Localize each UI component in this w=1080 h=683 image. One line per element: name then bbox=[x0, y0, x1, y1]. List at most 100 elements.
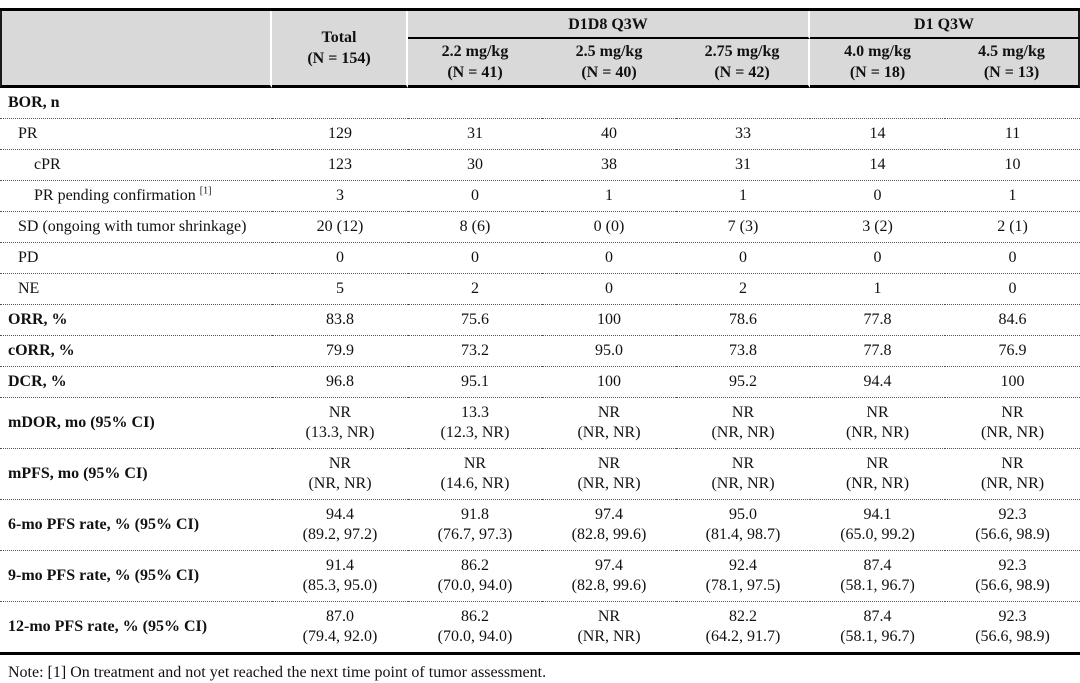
data-cell: NR (13.3, NR) bbox=[272, 398, 408, 449]
data-cell: NR (NR, NR) bbox=[542, 398, 676, 449]
data-cell: 77.8 bbox=[810, 305, 946, 336]
data-cell: 1 bbox=[945, 181, 1080, 212]
data-cell: 94.4 (89.2, 97.2) bbox=[272, 500, 408, 551]
data-cell bbox=[945, 88, 1080, 119]
data-cell: 94.1 (65.0, 99.2) bbox=[810, 500, 946, 551]
row-label: DCR, % bbox=[0, 367, 272, 398]
data-cell: 91.4 (85.3, 95.0) bbox=[272, 551, 408, 602]
data-cell: NR (NR, NR) bbox=[577, 608, 641, 645]
data-cell: 92.3 (56.6, 98.9) bbox=[945, 551, 1080, 602]
data-cell: 0 bbox=[408, 243, 542, 274]
data-cell: NR (NR, NR) bbox=[810, 449, 946, 500]
data-cell: 0 bbox=[945, 243, 1080, 274]
table-header: Total (N = 154) D1D8 Q3W D1 Q3W 2.2 mg/k… bbox=[0, 11, 1080, 88]
col-group-d1-q3w: D1 Q3W bbox=[810, 11, 1080, 39]
data-cell: 97.4 (82.8, 99.6) bbox=[542, 551, 676, 602]
table-row: ORR, % 83.8 75.6 100 78.6 77.8 84.6 bbox=[0, 305, 1080, 336]
col-group-d1d8-q3w: D1D8 Q3W bbox=[408, 11, 811, 39]
data-cell: 97.4 (82.8, 99.6) bbox=[542, 500, 676, 551]
data-cell: 95.1 bbox=[408, 367, 542, 398]
data-cell: 33 bbox=[676, 119, 811, 150]
data-cell: 123 bbox=[272, 150, 408, 181]
row-label: SD (ongoing with tumor shrinkage) bbox=[0, 212, 272, 243]
table-footnote: Note: [1] On treatment and not yet reach… bbox=[8, 664, 547, 681]
data-cell: 31 bbox=[408, 119, 542, 150]
row-label: cORR, % bbox=[0, 336, 272, 367]
data-cell: 0 bbox=[676, 243, 811, 274]
data-cell: 0 (0) bbox=[542, 212, 676, 243]
col-header-2-75-mgkg: 2.75 mg/kg (N = 42) bbox=[676, 39, 811, 88]
data-cell: NR (NR, NR) bbox=[676, 449, 811, 500]
data-cell: NR (NR, NR) bbox=[542, 449, 676, 500]
table-row: 6-mo PFS rate, % (95% CI) 94.4 (89.2, 97.… bbox=[0, 500, 1080, 551]
data-cell: 0 bbox=[542, 274, 676, 305]
data-cell: 8 (6) bbox=[408, 212, 542, 243]
table-row: PR pending confirmation [1] 3 0 1 1 0 1 bbox=[0, 181, 1080, 212]
data-cell: 3 bbox=[272, 181, 408, 212]
data-cell: 95.2 bbox=[676, 367, 811, 398]
data-cell: 82.2 (64.2, 91.7) bbox=[705, 608, 781, 645]
data-cell: 83.8 bbox=[272, 305, 408, 336]
data-cell: 0 bbox=[810, 243, 946, 274]
col-header-4-0-mgkg: 4.0 mg/kg (N = 18) bbox=[810, 39, 946, 88]
data-cell: 100 bbox=[945, 367, 1080, 398]
row-label: PR pending confirmation [1] bbox=[0, 181, 272, 212]
table-row: DCR, % 96.8 95.1 100 95.2 94.4 100 bbox=[0, 367, 1080, 398]
data-cell: 78.6 bbox=[676, 305, 811, 336]
data-cell: NR (14.6, NR) bbox=[408, 449, 542, 500]
col-header-2-5-mgkg: 2.5 mg/kg (N = 40) bbox=[542, 39, 676, 88]
data-cell: 87.4 (58.1, 96.7) bbox=[840, 608, 915, 645]
data-cell: 96.8 bbox=[272, 367, 408, 398]
data-cell: 1 bbox=[676, 181, 811, 212]
footnote-marker: [1] bbox=[199, 185, 212, 197]
data-cell: NR (NR, NR) bbox=[272, 449, 408, 500]
row-label: BOR, n bbox=[0, 88, 272, 119]
row-label: 12-mo PFS rate, % (95% CI) bbox=[8, 618, 208, 635]
data-cell: 75.6 bbox=[408, 305, 542, 336]
table-row: SD (ongoing with tumor shrinkage) 20 (12)… bbox=[0, 212, 1080, 243]
data-cell: 14 bbox=[810, 119, 946, 150]
data-cell: NR (NR, NR) bbox=[676, 398, 811, 449]
data-cell: 14 bbox=[810, 150, 946, 181]
row-label: cPR bbox=[0, 150, 272, 181]
data-cell: 40 bbox=[542, 119, 676, 150]
data-cell: 77.8 bbox=[810, 336, 946, 367]
data-cell: 1 bbox=[542, 181, 676, 212]
data-cell: 87.0 (79.4, 92.0) bbox=[302, 608, 378, 645]
data-cell bbox=[676, 88, 811, 119]
col-header-total: Total (N = 154) bbox=[272, 11, 408, 88]
data-cell: 92.3 (56.6, 98.9) bbox=[975, 608, 1050, 645]
data-cell: 92.3 (56.6, 98.9) bbox=[945, 500, 1080, 551]
table-row: mPFS, mo (95% CI) NR (NR, NR) NR (14.6, NR… bbox=[0, 449, 1080, 500]
data-cell: 0 bbox=[272, 243, 408, 274]
corner-cell bbox=[0, 11, 272, 88]
row-label: NE bbox=[0, 274, 272, 305]
table-row: cORR, % 79.9 73.2 95.0 73.8 77.8 76.9 bbox=[0, 336, 1080, 367]
data-cell: 73.8 bbox=[676, 336, 811, 367]
data-cell: 13.3 (12.3, NR) bbox=[408, 398, 542, 449]
data-cell: 1 bbox=[810, 274, 946, 305]
col-header-2-2-mgkg: 2.2 mg/kg (N = 41) bbox=[408, 39, 542, 88]
row-label: 9-mo PFS rate, % (95% CI) bbox=[0, 551, 272, 602]
data-cell: 0 bbox=[810, 181, 946, 212]
row-label: 6-mo PFS rate, % (95% CI) bbox=[0, 500, 272, 551]
data-cell: 87.4 (58.1, 96.7) bbox=[810, 551, 946, 602]
data-cell: 0 bbox=[542, 243, 676, 274]
data-cell: 79.9 bbox=[272, 336, 408, 367]
table-row: 12-mo PFS rate, % (95% CI) 87.0 (79.4, 92… bbox=[0, 602, 1080, 652]
row-label: mPFS, mo (95% CI) bbox=[0, 449, 272, 500]
row-label: PD bbox=[0, 243, 272, 274]
data-cell: 10 bbox=[945, 150, 1080, 181]
data-cell bbox=[272, 88, 408, 119]
data-cell: 38 bbox=[542, 150, 676, 181]
table-row: mDOR, mo (95% CI) NR (13.3, NR) 13.3 (12.3… bbox=[0, 398, 1080, 449]
data-cell: 2 (1) bbox=[945, 212, 1080, 243]
data-cell: 76.9 bbox=[945, 336, 1080, 367]
data-cell: 20 (12) bbox=[272, 212, 408, 243]
data-cell: 86.2 (70.0, 94.0) bbox=[437, 608, 513, 645]
data-cell: 129 bbox=[272, 119, 408, 150]
data-cell: 31 bbox=[676, 150, 811, 181]
data-cell: 3 (2) bbox=[810, 212, 946, 243]
data-cell bbox=[408, 88, 542, 119]
data-cell: 95.0 (81.4, 98.7) bbox=[676, 500, 811, 551]
